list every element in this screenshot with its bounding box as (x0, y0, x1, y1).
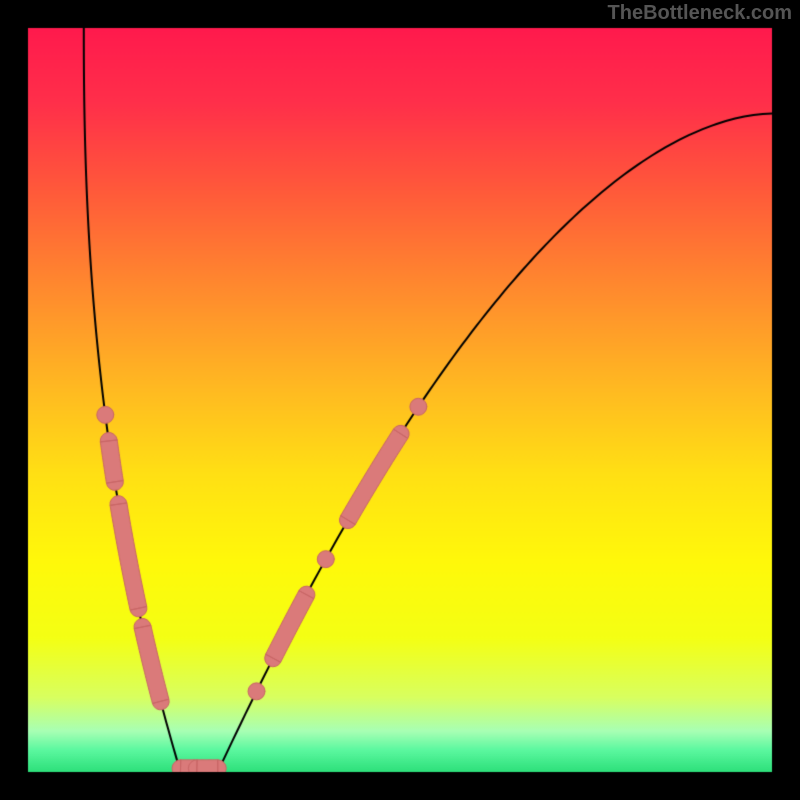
chart-stage: TheBottleneck.com (0, 0, 800, 800)
watermark-text: TheBottleneck.com (608, 2, 792, 25)
bottleneck-plot-canvas (0, 0, 800, 800)
